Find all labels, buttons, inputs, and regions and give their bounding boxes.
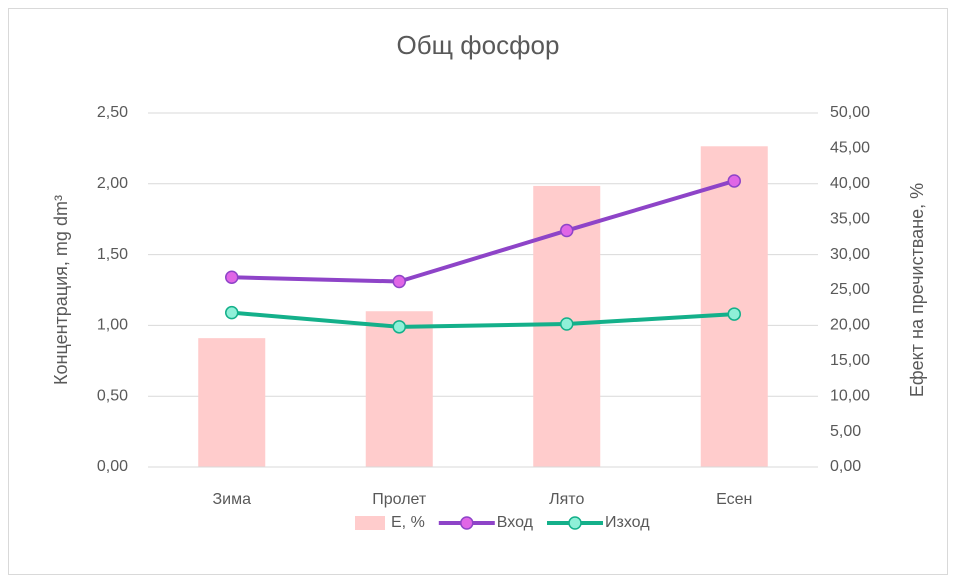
x-tick-label: Зима (213, 491, 252, 508)
y-axis-label: Концентрация, mg dm³ (51, 195, 71, 385)
line (231, 179, 735, 284)
marker (727, 174, 741, 188)
legend-marker (568, 516, 582, 530)
marker (727, 307, 741, 321)
bar (700, 146, 768, 467)
y2-tick-label: 10,00 (830, 387, 870, 404)
x-tick-label: Пролет (372, 491, 427, 508)
legend-marker (460, 516, 474, 530)
legend-label: Е, % (391, 514, 425, 531)
marker (225, 270, 239, 285)
marker (392, 274, 406, 289)
y-tick-label: 2,50 (97, 104, 128, 121)
x-tick-label: Лято (549, 491, 584, 508)
line (231, 310, 735, 329)
legend-swatch (355, 516, 385, 530)
y-tick-label: 1,00 (97, 317, 128, 334)
marker (225, 305, 239, 320)
legend-label: Вход (497, 514, 534, 531)
y-tick-label: 2,00 (97, 175, 128, 192)
bar (198, 338, 266, 467)
y-tick-label: 0,50 (97, 387, 128, 404)
y2-tick-label: 35,00 (830, 210, 870, 227)
chart-title: Общ фосфор (397, 30, 560, 60)
y2-tick-label: 50,00 (830, 104, 870, 121)
marker (392, 320, 406, 334)
bar (365, 311, 433, 467)
y-tick-label: 1,50 (97, 246, 128, 263)
y2-tick-label: 45,00 (830, 140, 870, 157)
x-tick-label: Есен (716, 491, 752, 508)
y2-axis-label: Ефект на пречистване, % (907, 183, 927, 397)
legend-label: Изход (605, 514, 650, 531)
marker (560, 317, 574, 331)
y2-tick-label: 30,00 (830, 246, 870, 263)
y2-tick-label: 40,00 (830, 175, 870, 192)
chart-frame (8, 8, 948, 575)
y2-tick-label: 5,00 (830, 423, 861, 440)
y2-tick-label: 25,00 (830, 281, 870, 298)
y-tick-label: 0,00 (97, 458, 128, 475)
y2-tick-label: 15,00 (830, 352, 870, 369)
y2-tick-label: 0,00 (830, 458, 861, 475)
marker (560, 223, 574, 238)
y2-tick-label: 20,00 (830, 317, 870, 334)
